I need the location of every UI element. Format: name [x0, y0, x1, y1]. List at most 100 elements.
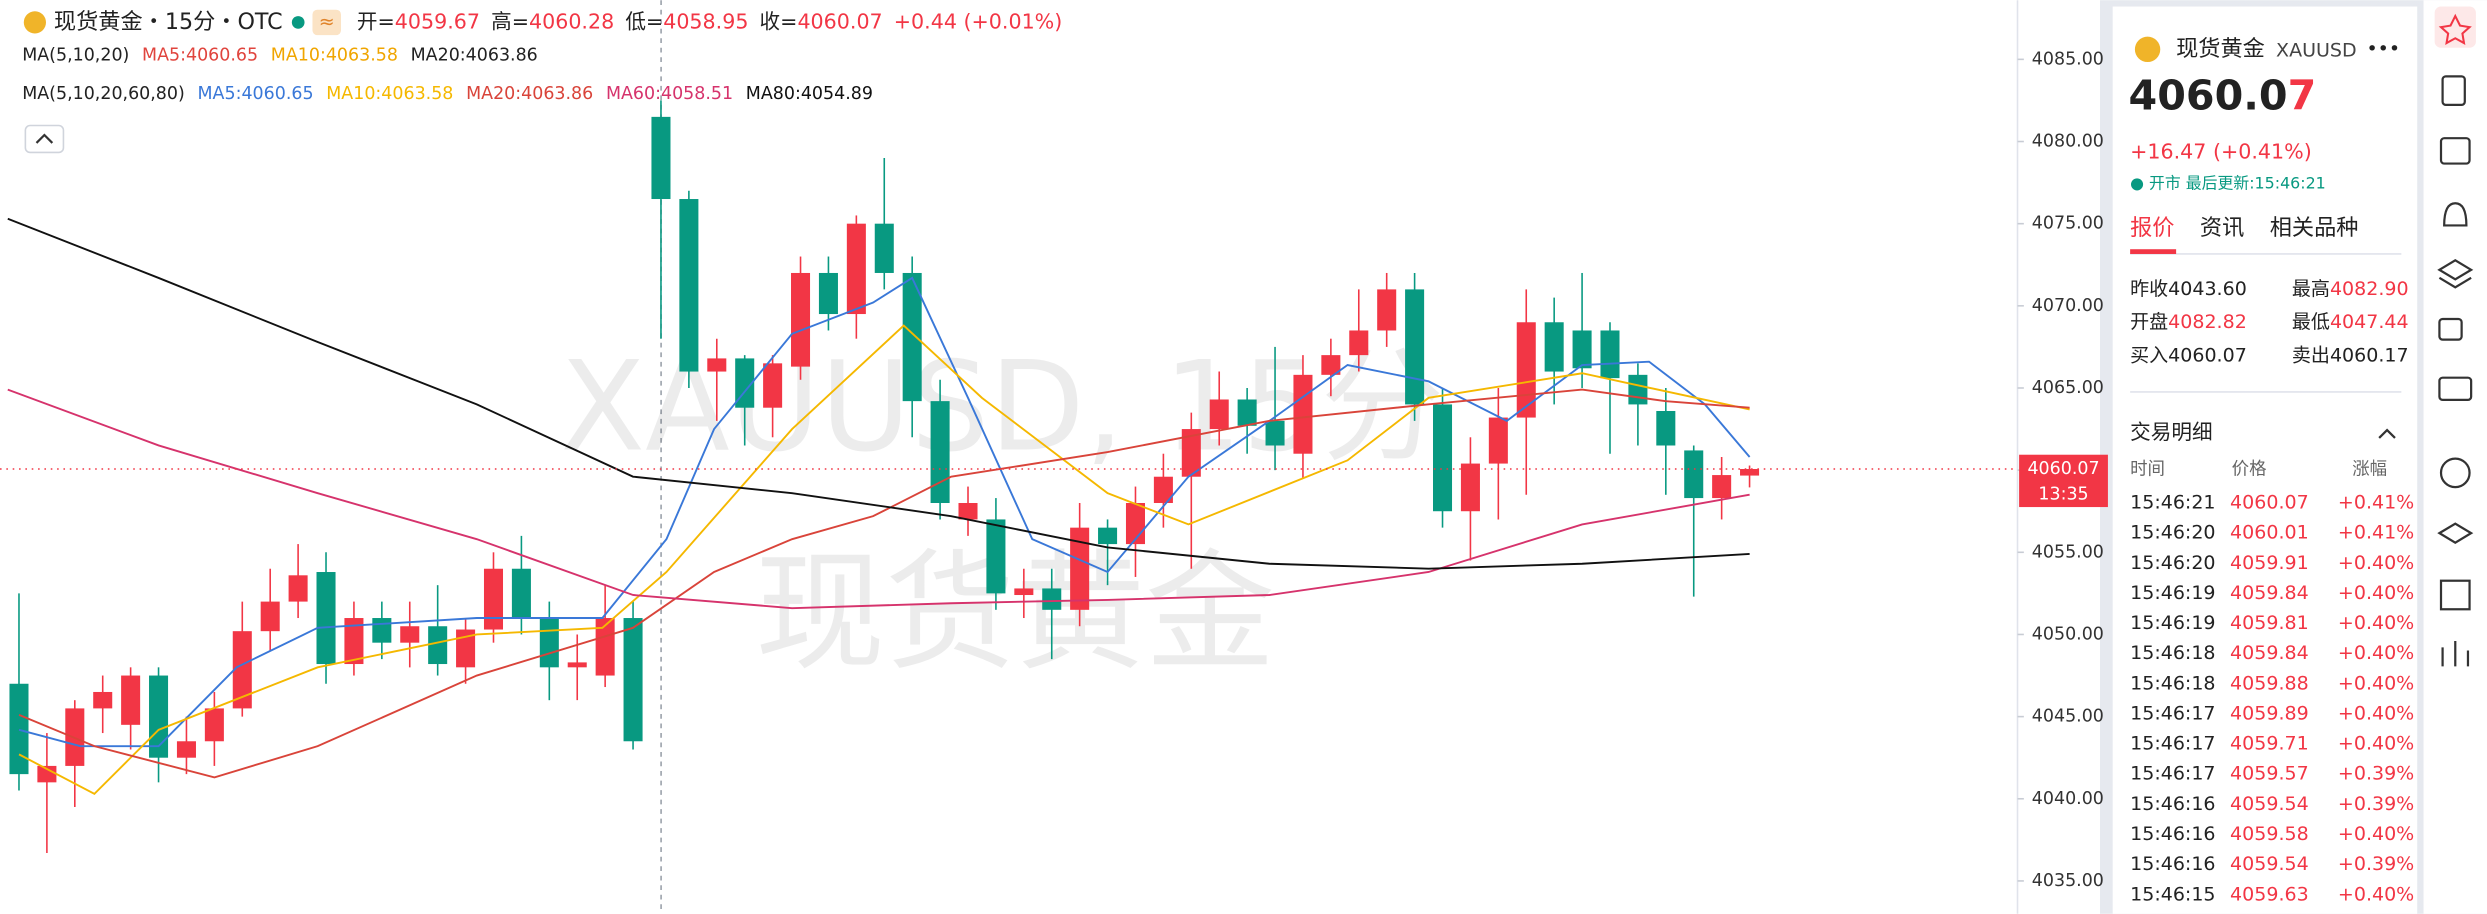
- candle-body: [511, 568, 531, 619]
- trade-cell: 15:46:19: [2130, 582, 2215, 604]
- stat-value: 4043.60: [2168, 277, 2247, 299]
- trade-cell: 15:46:16: [2130, 853, 2215, 875]
- stat: 开盘4082.82: [2130, 311, 2247, 333]
- legend-entry: MA10:4063.58: [326, 84, 453, 104]
- candle-body: [1153, 476, 1173, 504]
- stat-label: 开盘: [2130, 311, 2168, 333]
- ohlc-label: 开=: [357, 9, 395, 33]
- sidebar-icon: [2134, 36, 2161, 63]
- trade-cell: 4059.54: [2230, 793, 2309, 815]
- watermark-text: 现货黄金: [755, 537, 1275, 689]
- stat-value: 4060.07: [2168, 344, 2247, 366]
- legend-entry: MA5:4060.65: [198, 84, 314, 104]
- nav-icon[interactable]: [2438, 376, 2473, 402]
- ohlc-label: 收=: [760, 9, 798, 33]
- candle-body: [623, 618, 643, 742]
- trade-cell: 15:46:20: [2130, 522, 2215, 544]
- trade-cell: 4060.07: [2230, 491, 2309, 513]
- y-tick-label: 4035.00: [2032, 871, 2104, 891]
- ma-line: [18, 388, 1750, 779]
- ohlc-label: 高=: [491, 9, 529, 33]
- nav-icon[interactable]: [2437, 522, 2474, 544]
- tab[interactable]: 资讯: [2200, 215, 2244, 241]
- nav-icon[interactable]: [2441, 75, 2466, 106]
- ma-legend: MA(5,10,20) MA5:4060.65 MA10:4063.58 MA20:4…: [22, 46, 538, 66]
- stat: 买入4060.07: [2130, 344, 2247, 366]
- candle-body: [37, 765, 57, 783]
- plot: [7, 100, 1760, 853]
- sidebar-panel: [2112, 6, 2418, 914]
- ma-legend-item: MA10:4063.58: [271, 46, 398, 66]
- candle-body: [818, 272, 838, 315]
- candle-body: [1712, 475, 1732, 499]
- nav-icon[interactable]: [2441, 640, 2470, 667]
- trades-header: 涨幅: [2352, 460, 2387, 480]
- trade-cell: +0.40%: [2338, 582, 2414, 604]
- trade-cell: 4059.63: [2230, 883, 2309, 905]
- nav-active[interactable]: [2434, 6, 2476, 48]
- chevron[interactable]: [2378, 428, 2396, 439]
- candle-body: [1433, 404, 1453, 512]
- candle-body: [204, 708, 224, 742]
- candle-body: [1656, 410, 1676, 446]
- nav-icon[interactable]: [2438, 317, 2463, 341]
- trade-cell: +0.39%: [2338, 793, 2414, 815]
- candle-body: [735, 358, 755, 408]
- candle-body: [121, 675, 141, 725]
- nav-icon[interactable]: [2438, 13, 2472, 45]
- collapse-button[interactable]: [24, 124, 65, 154]
- candle-body: [400, 626, 420, 643]
- trade-cell: 4059.84: [2230, 642, 2309, 664]
- candle-body: [1237, 399, 1257, 426]
- toggle[interactable]: [312, 9, 342, 36]
- ohlc-change: +0.44 (+0.01%): [894, 9, 1063, 33]
- y-tick-label: 4055.00: [2032, 542, 2104, 562]
- sidebar-price: 4060.07: [2129, 72, 2317, 120]
- candle-body: [679, 199, 699, 372]
- status-dot: [291, 16, 305, 29]
- y-tick-label: 4085.00: [2032, 49, 2104, 69]
- candle-body: [595, 618, 615, 676]
- sidebar-code: XAUUSD: [2276, 39, 2357, 61]
- trade-cell: 15:46:21: [2130, 491, 2215, 513]
- candle-body: [763, 363, 783, 408]
- candle-body: [539, 618, 559, 668]
- more-button[interactable]: •••: [2366, 38, 2400, 60]
- symbol-title[interactable]: 现货黄金・15分・OTC: [54, 9, 283, 35]
- trade-cell: 4059.89: [2230, 702, 2309, 724]
- trade-cell: 15:46:19: [2130, 612, 2215, 634]
- candle-body: [1572, 330, 1592, 369]
- trade-cell: 4059.88: [2230, 672, 2309, 694]
- icon-bar: [2423, 0, 2487, 914]
- nav-icon[interactable]: [2439, 457, 2471, 489]
- candle-body: [344, 618, 364, 665]
- candle-body: [846, 223, 866, 315]
- candle-body: [1181, 429, 1201, 477]
- candle-body: [1405, 289, 1425, 405]
- tab[interactable]: 报价: [2130, 215, 2174, 241]
- ma-legend: MA(5,10,20,60,80) MA5:4060.65 MA10:4063.58…: [22, 84, 873, 104]
- stat-value: 4082.90: [2330, 277, 2409, 299]
- sidebar-name: 现货黄金: [2176, 36, 2265, 62]
- tab[interactable]: 相关品种: [2270, 215, 2359, 241]
- candle-body: [1684, 450, 1704, 499]
- candle-body: [1014, 588, 1034, 596]
- trade-cell: +0.40%: [2338, 642, 2414, 664]
- nav-icon[interactable]: [2439, 137, 2471, 165]
- tab-underline: [2130, 249, 2177, 254]
- nav-icon[interactable]: [2443, 202, 2468, 227]
- price-main: 4060.0: [2129, 72, 2288, 120]
- candle-body: [1600, 330, 1620, 379]
- y-tick-label: 4045.00: [2032, 707, 2104, 727]
- y-tick-label: 4065.00: [2032, 378, 2104, 398]
- candle-body: [651, 116, 671, 200]
- candle-body: [874, 223, 894, 273]
- nav-icon[interactable]: [2437, 259, 2474, 289]
- trade-cell: +0.40%: [2338, 672, 2414, 694]
- stat-value: 4060.17: [2330, 344, 2409, 366]
- nav-icon[interactable]: [2439, 579, 2471, 611]
- candle-body: [791, 272, 811, 367]
- candle-body: [1628, 374, 1648, 405]
- candle-body: [1377, 289, 1397, 331]
